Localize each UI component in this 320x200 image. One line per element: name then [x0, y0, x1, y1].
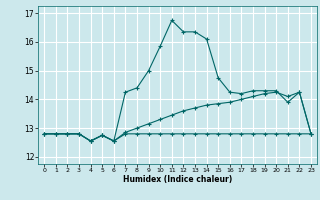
X-axis label: Humidex (Indice chaleur): Humidex (Indice chaleur): [123, 175, 232, 184]
